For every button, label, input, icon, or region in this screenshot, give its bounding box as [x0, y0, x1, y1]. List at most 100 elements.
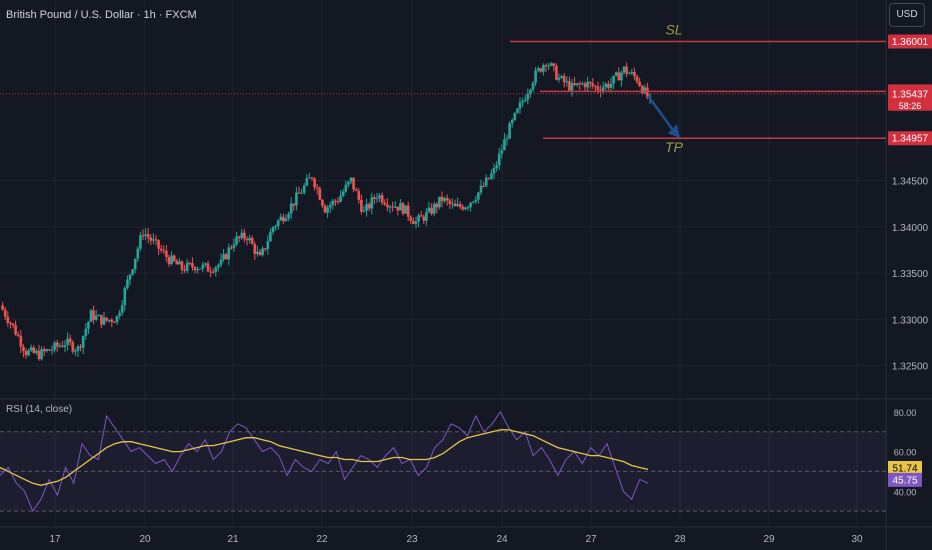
candle [396, 206, 400, 216]
candle-body [87, 321, 90, 329]
candle [607, 80, 610, 91]
candle-body [105, 317, 108, 321]
candle [94, 309, 98, 322]
candle [19, 329, 23, 354]
candle-body [159, 248, 163, 251]
candle-body [3, 309, 7, 317]
candle-body [326, 207, 329, 213]
candle-body [32, 347, 36, 353]
candle [269, 228, 272, 242]
candle-body [113, 321, 116, 323]
candle [575, 83, 579, 88]
candle [500, 144, 504, 159]
rsi-value: 45.75 [892, 475, 917, 486]
rsi-ma-line [0, 429, 649, 486]
candle-body [432, 204, 436, 214]
price-tick-label: 1.32500 [892, 362, 929, 373]
candle-body [456, 204, 459, 207]
target-arrow [646, 95, 678, 135]
candle-body [292, 203, 296, 206]
candle-body [61, 345, 64, 347]
candle [6, 311, 10, 327]
candle [258, 248, 262, 256]
candle-body [601, 87, 605, 92]
candle [266, 235, 270, 255]
candle [157, 239, 160, 256]
candle-body [370, 197, 374, 209]
candle [427, 201, 431, 214]
candle-body [308, 177, 311, 179]
candle [118, 309, 121, 319]
candle-body [513, 112, 517, 120]
candle-body [232, 244, 236, 248]
candle-body [66, 338, 69, 346]
price-tick-label: 1.34000 [892, 223, 929, 234]
candle [474, 195, 478, 204]
candle [55, 339, 59, 352]
candle [414, 216, 418, 229]
candle [640, 84, 644, 95]
sl-price-label-bg [888, 34, 932, 49]
candle-body [557, 77, 561, 80]
candle [232, 238, 236, 252]
candle-body [583, 83, 587, 88]
candle [214, 265, 218, 277]
candle-body [575, 83, 579, 86]
candle-body [1, 305, 4, 310]
candle-body [302, 185, 306, 193]
candle-body [547, 65, 550, 67]
candle [630, 68, 634, 75]
candle-body [323, 205, 327, 213]
candle-body [76, 346, 80, 351]
candle [224, 252, 228, 261]
candle [188, 261, 192, 266]
candle [263, 248, 267, 252]
candle [107, 319, 111, 323]
candle [594, 84, 597, 92]
candle-body [461, 206, 465, 210]
candle [196, 266, 199, 274]
candle [531, 80, 535, 93]
candle [22, 343, 25, 358]
candle-body [341, 191, 345, 196]
candle-body [9, 322, 12, 324]
candle-body [139, 235, 142, 249]
currency-button[interactable]: USD [889, 3, 925, 27]
candle [401, 202, 405, 216]
candle [40, 346, 43, 361]
candle [643, 84, 647, 95]
candle [466, 205, 470, 211]
candle-body [510, 119, 514, 124]
candle-body [367, 204, 371, 209]
rsi-indicator-title[interactable]: RSI (14, close) [6, 404, 73, 415]
candle-body [521, 101, 524, 103]
candle-body [448, 200, 452, 204]
candle [305, 174, 309, 187]
candle-body [578, 83, 582, 85]
candle-body [136, 248, 140, 259]
candle [318, 186, 322, 201]
candle-body [422, 216, 426, 221]
candle [136, 246, 140, 263]
candle [66, 332, 69, 351]
candle [100, 314, 103, 329]
candle-body [508, 123, 511, 139]
candle-body [430, 207, 433, 214]
rsi-ma-value: 51.74 [892, 463, 917, 474]
candle-body [453, 203, 457, 207]
candle [370, 192, 374, 215]
candle [27, 348, 30, 357]
candle [438, 196, 441, 210]
time-tick-label: 28 [674, 534, 686, 545]
candle-body [45, 349, 49, 352]
candle [417, 213, 420, 228]
candle-body [123, 288, 127, 306]
candle [373, 194, 376, 205]
candle-body [271, 227, 275, 232]
candle-body [503, 139, 506, 151]
candle [456, 197, 459, 207]
candle-body [406, 205, 410, 217]
candle [14, 320, 17, 336]
candle [42, 346, 46, 357]
